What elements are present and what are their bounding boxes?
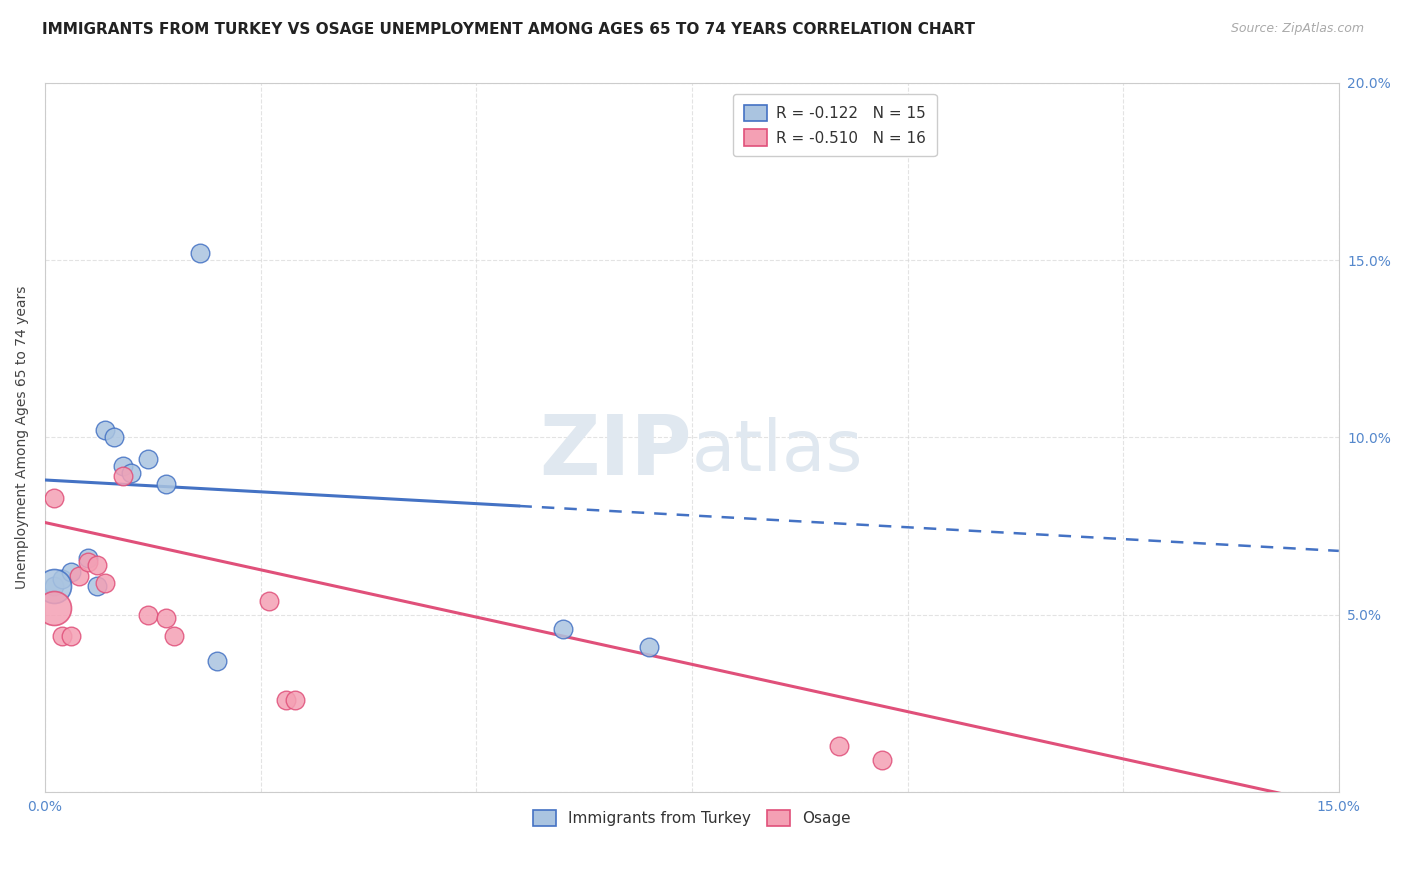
Point <box>103 430 125 444</box>
Point <box>188 246 211 260</box>
Text: Source: ZipAtlas.com: Source: ZipAtlas.com <box>1230 22 1364 36</box>
Point <box>86 558 108 572</box>
Point <box>42 579 65 593</box>
Point <box>94 575 117 590</box>
Point <box>207 654 229 668</box>
Point <box>86 579 108 593</box>
Point <box>138 607 160 622</box>
Point <box>69 568 91 582</box>
Text: ZIP: ZIP <box>540 411 692 492</box>
Point <box>77 555 100 569</box>
Point <box>120 466 142 480</box>
Y-axis label: Unemployment Among Ages 65 to 74 years: Unemployment Among Ages 65 to 74 years <box>15 285 30 589</box>
Point <box>827 739 849 753</box>
Text: IMMIGRANTS FROM TURKEY VS OSAGE UNEMPLOYMENT AMONG AGES 65 TO 74 YEARS CORRELATI: IMMIGRANTS FROM TURKEY VS OSAGE UNEMPLOY… <box>42 22 976 37</box>
Point <box>870 753 893 767</box>
Point <box>42 579 65 593</box>
Point <box>163 629 186 643</box>
Point <box>42 600 65 615</box>
Point <box>59 629 82 643</box>
Point <box>155 476 177 491</box>
Point <box>637 640 659 654</box>
Text: atlas: atlas <box>692 417 863 486</box>
Point <box>284 693 307 707</box>
Point <box>42 491 65 505</box>
Point <box>59 565 82 579</box>
Point <box>138 451 160 466</box>
Point <box>51 629 73 643</box>
Point <box>51 572 73 586</box>
Point <box>257 593 280 607</box>
Point <box>111 458 134 473</box>
Point <box>276 693 298 707</box>
Point <box>94 423 117 437</box>
Point <box>551 622 574 636</box>
Point <box>111 469 134 483</box>
Legend: Immigrants from Turkey, Osage: Immigrants from Turkey, Osage <box>526 802 858 834</box>
Point <box>155 611 177 625</box>
Point <box>77 551 100 566</box>
